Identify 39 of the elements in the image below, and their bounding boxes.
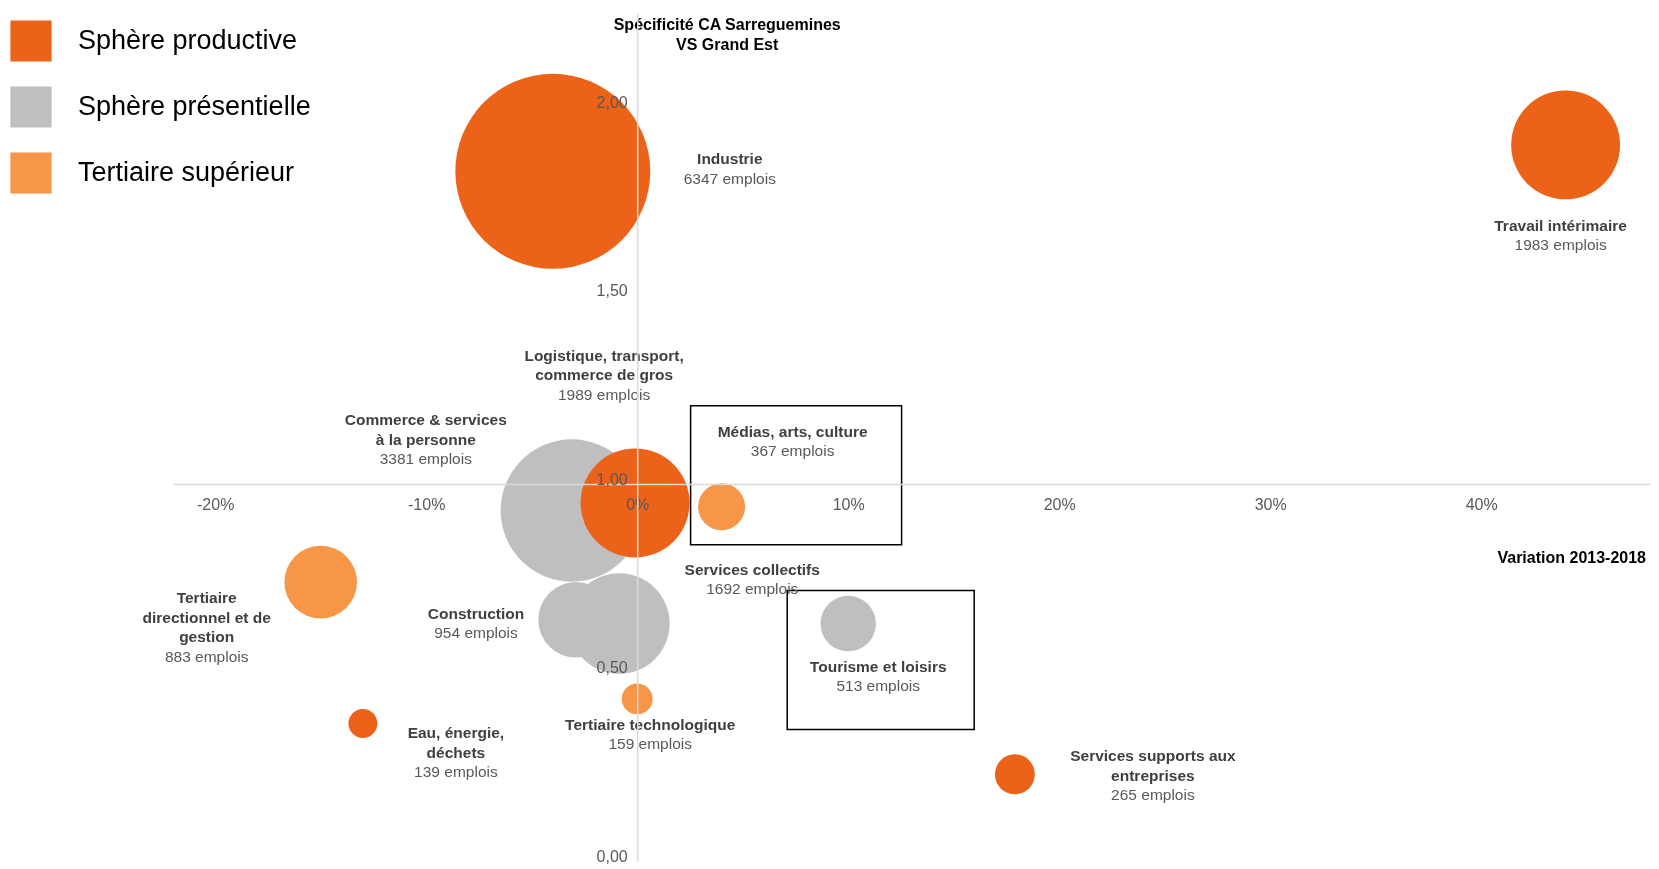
annotation: 265 emplois — [1111, 786, 1195, 804]
annotation: 513 emplois — [836, 677, 921, 695]
annotation: Industrie — [697, 150, 763, 168]
x-axis-title: Variation 2013-2018 — [1497, 549, 1647, 567]
legend-label: Tertiaire supérieur — [78, 157, 295, 187]
y-tick-label: 1,00 — [596, 470, 628, 488]
annotation: 3381 emplois — [379, 450, 473, 468]
x-tick-label: -10% — [408, 495, 446, 513]
x-tick-label: 30% — [1254, 495, 1287, 513]
annotation: Construction — [427, 604, 525, 622]
annotation: Logistique, transport, commerce de gros — [524, 346, 684, 384]
annotation: 954 emplois — [434, 624, 519, 642]
annotation: Eau, énergie, déchets — [407, 724, 505, 761]
annotation: Tertiaire technologique — [565, 715, 736, 733]
annotation: Services supports aux entreprises — [1070, 747, 1236, 784]
annotation: Travail intérimaire — [1494, 216, 1628, 234]
annotation: Médias, arts, culture — [717, 422, 868, 440]
y-tick-label: 0,00 — [596, 847, 628, 865]
annotation: 139 emplois — [414, 763, 498, 781]
annotation: 6347 emplois — [683, 169, 777, 187]
annotation: 367 emplois — [750, 442, 835, 460]
x-tick-label: 20% — [1043, 495, 1076, 513]
annotation: 1692 emplois — [706, 580, 799, 598]
annotation: Tourisme et loisirs — [809, 657, 947, 675]
annotation: 159 emplois — [608, 735, 693, 753]
annotation: 883 emplois — [164, 647, 249, 665]
annotation: Tertiaire directionnel et de gestion — [142, 589, 272, 646]
legend-label: Sphère présentielle — [78, 91, 311, 121]
y-tick-label: 0,50 — [596, 659, 628, 677]
legend-label: Sphère productive — [78, 25, 298, 55]
y-axis-title: Spécificité CA Sarreguemines VS Grand Est — [613, 16, 841, 53]
annotation: Services collectifs — [684, 560, 820, 578]
annotation: 1983 emplois — [1514, 236, 1607, 254]
annotation: Commerce & services à la personne — [344, 411, 507, 448]
x-tick-label: 10% — [832, 495, 865, 513]
annotation: 1989 emplois — [557, 385, 651, 403]
x-tick-label: -20% — [197, 495, 235, 513]
y-tick-label: 1,50 — [596, 282, 628, 300]
x-tick-label: 40% — [1465, 495, 1498, 513]
